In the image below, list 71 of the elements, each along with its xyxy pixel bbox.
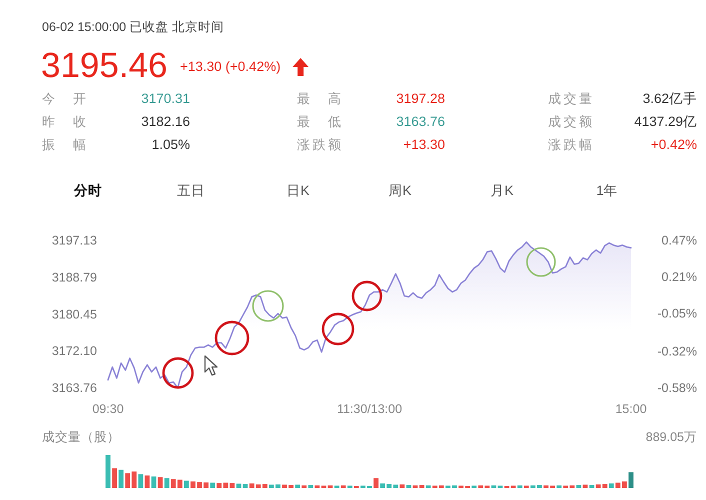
y2-tick-label: -0.32% — [657, 344, 697, 358]
x-tick-label: 11:30/13:00 — [336, 402, 402, 416]
text: +0.42% — [650, 137, 697, 152]
text: 3.62亿手 — [642, 91, 697, 106]
text: 涨跌幅 — [548, 137, 592, 152]
bar — [517, 485, 522, 488]
text: 日K — [286, 183, 310, 198]
x-tick-label: 09:30 — [92, 402, 124, 416]
text: 3182.16 — [141, 114, 190, 129]
y2-tick-label: 0.47% — [662, 234, 697, 248]
bar — [374, 478, 378, 488]
bar — [184, 480, 189, 488]
y-tick-label: 3197.13 — [52, 234, 98, 248]
y-tick-label: 3188.79 — [52, 270, 98, 284]
bar — [426, 485, 431, 488]
text: 最低 — [297, 114, 341, 129]
bar — [302, 485, 307, 488]
bar — [340, 485, 346, 488]
bar — [151, 476, 156, 488]
text: 月K — [490, 183, 514, 198]
y-tick-label: 3172.10 — [52, 344, 98, 358]
text: 1年 — [596, 183, 618, 198]
bar — [608, 483, 614, 488]
text: 06-02 15:00:00 已收盘 北京时间 — [42, 20, 224, 34]
bar — [582, 484, 588, 488]
text: 成交额 — [548, 114, 592, 129]
bar — [576, 485, 582, 488]
bar — [236, 484, 242, 488]
text: 昨收 — [42, 114, 86, 129]
bar — [242, 484, 248, 488]
bar — [628, 472, 634, 488]
bar — [210, 482, 216, 488]
text: 涨跌额 — [297, 137, 341, 152]
bar — [112, 468, 117, 488]
text: 4137.29亿 — [634, 114, 697, 129]
text: 3197.28 — [396, 91, 445, 106]
bar — [556, 485, 562, 488]
bar — [138, 474, 144, 488]
text: 最高 — [297, 91, 341, 106]
bar — [406, 485, 412, 488]
y2-tick-label: -0.05% — [657, 306, 697, 321]
text: 889.05万 — [646, 430, 697, 444]
bar — [308, 485, 314, 488]
y2-tick-label: -0.58% — [657, 381, 697, 395]
text: 3195.46 — [41, 46, 168, 85]
text: 分时 — [73, 183, 102, 198]
text: 成交量 — [548, 91, 592, 106]
bar — [295, 484, 300, 488]
text: 振幅 — [42, 137, 86, 152]
text: 1.05% — [152, 137, 190, 152]
bar — [400, 484, 405, 488]
text: +13.30 (+0.42%) — [180, 59, 281, 74]
text: 周K — [388, 183, 412, 198]
bar — [164, 478, 170, 488]
bar — [144, 475, 150, 488]
text: +13.30 — [403, 137, 445, 152]
x-tick-label: 15:00 — [615, 402, 647, 416]
bar — [158, 477, 163, 488]
y-tick-label: 3163.76 — [52, 381, 98, 395]
y-tick-label: 3180.45 — [52, 307, 98, 322]
y2-tick-label: 0.21% — [662, 270, 697, 284]
bar — [118, 470, 124, 488]
text: 3170.31 — [141, 91, 190, 106]
text: 3163.76 — [396, 114, 445, 129]
bar — [589, 485, 594, 488]
y-axis-title: 成交量（股） — [42, 429, 120, 444]
bar — [419, 485, 424, 488]
bar — [106, 455, 110, 488]
text: 五日 — [177, 183, 205, 198]
bar — [230, 483, 235, 488]
text: 今开 — [42, 91, 86, 106]
